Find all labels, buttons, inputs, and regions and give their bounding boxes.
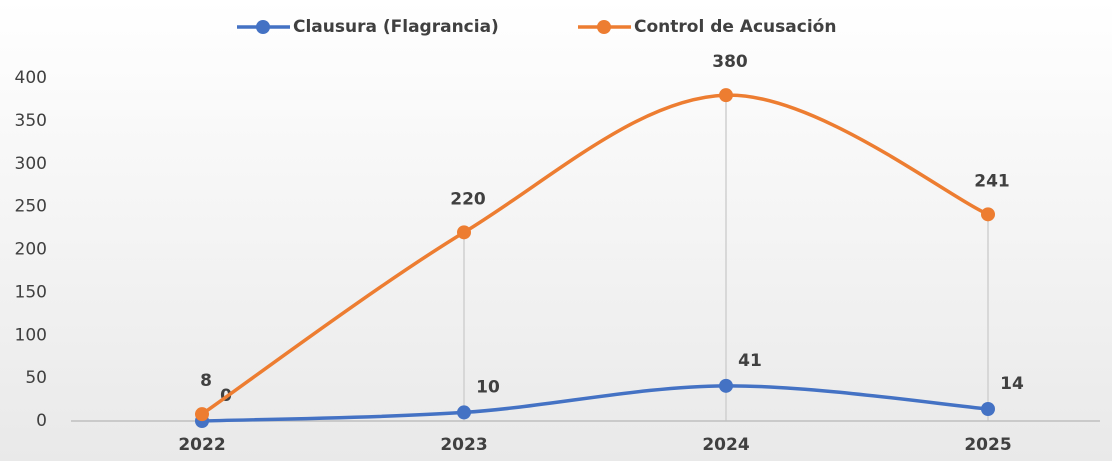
x-tick-label: 2025 <box>964 435 1011 455</box>
data-label: 41 <box>738 351 762 371</box>
point <box>719 88 733 103</box>
series-line <box>201 93 989 416</box>
point <box>457 405 471 420</box>
legend-marker <box>597 20 611 34</box>
data-label: 241 <box>974 171 1010 191</box>
point <box>981 207 995 222</box>
y-tick-label: 100 <box>15 325 47 345</box>
series-line <box>201 384 989 423</box>
y-tick-label: 50 <box>25 368 47 388</box>
data-label: 10 <box>476 377 500 397</box>
y-tick-label: 0 <box>36 411 47 431</box>
point <box>981 401 995 416</box>
y-tick-label: 250 <box>15 197 47 217</box>
x-tick-label: 2022 <box>178 435 225 455</box>
legend-label: Control de Acusación <box>634 17 836 37</box>
legend-marker <box>256 20 270 34</box>
point <box>457 225 471 240</box>
data-label: 220 <box>450 189 486 209</box>
point <box>719 378 733 393</box>
x-tick-label: 2023 <box>440 435 487 455</box>
data-label: 8 <box>200 371 212 391</box>
y-tick-label: 300 <box>15 154 47 174</box>
y-tick-label: 350 <box>15 111 47 131</box>
legend-label: Clausura (Flagrancia) <box>293 17 499 37</box>
x-tick-label: 2024 <box>702 435 749 455</box>
y-tick-label: 200 <box>15 240 47 260</box>
data-label: 14 <box>1000 374 1024 394</box>
data-label: 380 <box>712 52 748 72</box>
point <box>195 407 209 422</box>
y-tick-label: 400 <box>15 68 47 88</box>
y-tick-label: 150 <box>15 282 47 302</box>
